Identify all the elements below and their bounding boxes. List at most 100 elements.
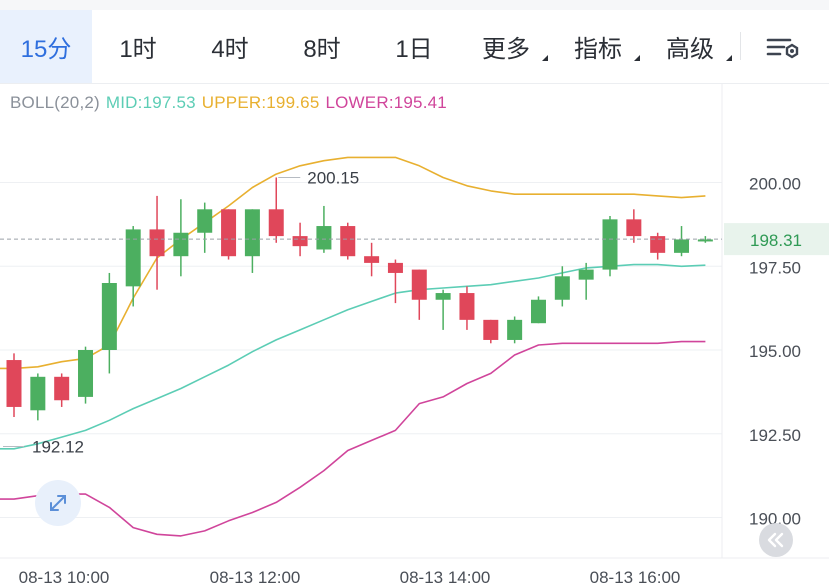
boll-lower-line <box>0 340 706 537</box>
candle-up <box>316 205 332 253</box>
y-tick-label: 195.00 <box>749 342 801 361</box>
boll-indicator-legend: BOLL(20,2) MID:197.53 UPPER:199.65 LOWER:19… <box>10 93 453 113</box>
chart-grid <box>0 84 829 559</box>
candle-body <box>650 236 666 253</box>
candle-body <box>411 269 427 300</box>
candles <box>6 177 713 421</box>
tab-advanced[interactable]: 高级 <box>644 10 736 83</box>
dropdown-caret-icon <box>634 55 640 61</box>
candle-down <box>387 259 403 304</box>
tab-label: 8时 <box>303 36 341 63</box>
candle-body <box>697 239 713 242</box>
candle-up <box>173 199 189 277</box>
candle-body <box>30 376 46 411</box>
tab-label: 4时 <box>211 36 249 63</box>
candle-body <box>578 269 594 280</box>
tab-8hour[interactable]: 8时 <box>276 10 368 83</box>
dropdown-caret-icon <box>542 55 548 61</box>
candle-down <box>340 222 356 260</box>
candle-body <box>221 209 237 257</box>
boll-name: BOLL(20,2) <box>10 93 100 112</box>
tab-1day[interactable]: 1日 <box>368 10 460 83</box>
candle-up <box>554 266 570 307</box>
chart-settings-button[interactable] <box>760 28 804 68</box>
candle-body <box>626 219 642 237</box>
tab-label: 指标 <box>574 36 622 63</box>
tab-label: 15分 <box>20 36 72 63</box>
status-strip <box>0 0 829 10</box>
tab-indicators[interactable]: 指标 <box>552 10 644 83</box>
tab-label: 高级 <box>666 36 714 63</box>
candle-down <box>268 177 284 243</box>
x-tick-label: 08-13 16:00 <box>590 568 681 587</box>
min-annotation-label: 192.12 <box>32 437 84 456</box>
boll-mid: MID:197.53 <box>105 93 196 112</box>
candle-up <box>244 209 260 273</box>
candle-body <box>340 226 356 257</box>
candle-body <box>244 209 260 257</box>
y-tick-label: 192.50 <box>749 426 801 445</box>
chart-overlay: 198.31 200.15 192.12 <box>0 168 829 456</box>
x-tick-label: 08-13 10:00 <box>19 568 110 587</box>
candle-body <box>674 239 690 253</box>
candle-up <box>30 373 46 421</box>
dropdown-caret-icon <box>726 55 732 61</box>
candle-body <box>54 376 70 401</box>
candle-up <box>435 289 451 330</box>
candle-down <box>411 269 427 320</box>
boll-lower: LOWER:195.41 <box>325 93 447 112</box>
candle-down <box>54 373 70 407</box>
tab-1hour[interactable]: 1时 <box>92 10 184 83</box>
max-annotation-label: 200.15 <box>307 168 359 187</box>
candle-body <box>554 276 570 300</box>
candlestick-chart[interactable]: 198.31 200.15 192.12 200.00 197.50 195.00 192… <box>0 84 829 588</box>
candle-body <box>292 236 308 247</box>
double-chevron-left-icon <box>767 532 784 548</box>
x-axis: 08-13 10:00 08-13 12:00 08-13 14:00 08-13 1… <box>19 568 681 587</box>
tab-15min[interactable]: 15分 <box>0 10 92 83</box>
y-axis: 200.00 197.50 195.00 192.50 190.00 <box>749 175 801 529</box>
candle-body <box>602 219 618 270</box>
candle-up <box>78 346 94 404</box>
candle-body <box>6 360 22 407</box>
candle-body <box>530 299 546 324</box>
tab-more[interactable]: 更多 <box>460 10 552 83</box>
candle-body <box>78 350 94 397</box>
current-price-label: 198.31 <box>750 231 802 250</box>
candle-down <box>459 286 475 330</box>
candle-down <box>364 242 380 277</box>
candle-body <box>197 209 213 233</box>
candle-body <box>268 209 284 237</box>
candle-up <box>697 236 713 243</box>
candle-body <box>125 229 141 287</box>
tab-4hour[interactable]: 4时 <box>184 10 276 83</box>
expand-arrows-icon <box>50 495 66 511</box>
chart-settings-icon <box>766 38 799 59</box>
timeframe-tabbar: 15分 1时 4时 8时 1日 更多 指标 高级 <box>0 10 829 84</box>
candle-body <box>316 226 332 250</box>
current-price-tag <box>724 223 829 256</box>
candle-body <box>173 232 189 257</box>
candle-body <box>459 293 475 320</box>
candle-body <box>483 319 499 340</box>
candle-up <box>507 316 523 344</box>
candle-down <box>626 209 642 243</box>
candle-down <box>149 195 165 290</box>
y-tick-label: 197.50 <box>749 258 801 277</box>
candle-up <box>125 226 141 307</box>
y-tick-label: 200.00 <box>749 175 801 194</box>
candle-down <box>221 209 237 260</box>
candle-up <box>602 216 618 277</box>
candle-up <box>530 296 546 324</box>
candle-down <box>292 222 308 257</box>
x-tick-label: 08-13 12:00 <box>210 568 301 587</box>
candle-down <box>6 353 22 417</box>
candle-body <box>507 319 523 340</box>
zoom-button[interactable] <box>35 480 81 526</box>
candle-body <box>387 262 403 273</box>
candle-body <box>149 229 165 257</box>
tab-label: 1日 <box>395 36 433 63</box>
candle-up <box>197 202 213 253</box>
scroll-to-latest-button[interactable] <box>759 523 793 557</box>
candle-body <box>101 283 117 350</box>
